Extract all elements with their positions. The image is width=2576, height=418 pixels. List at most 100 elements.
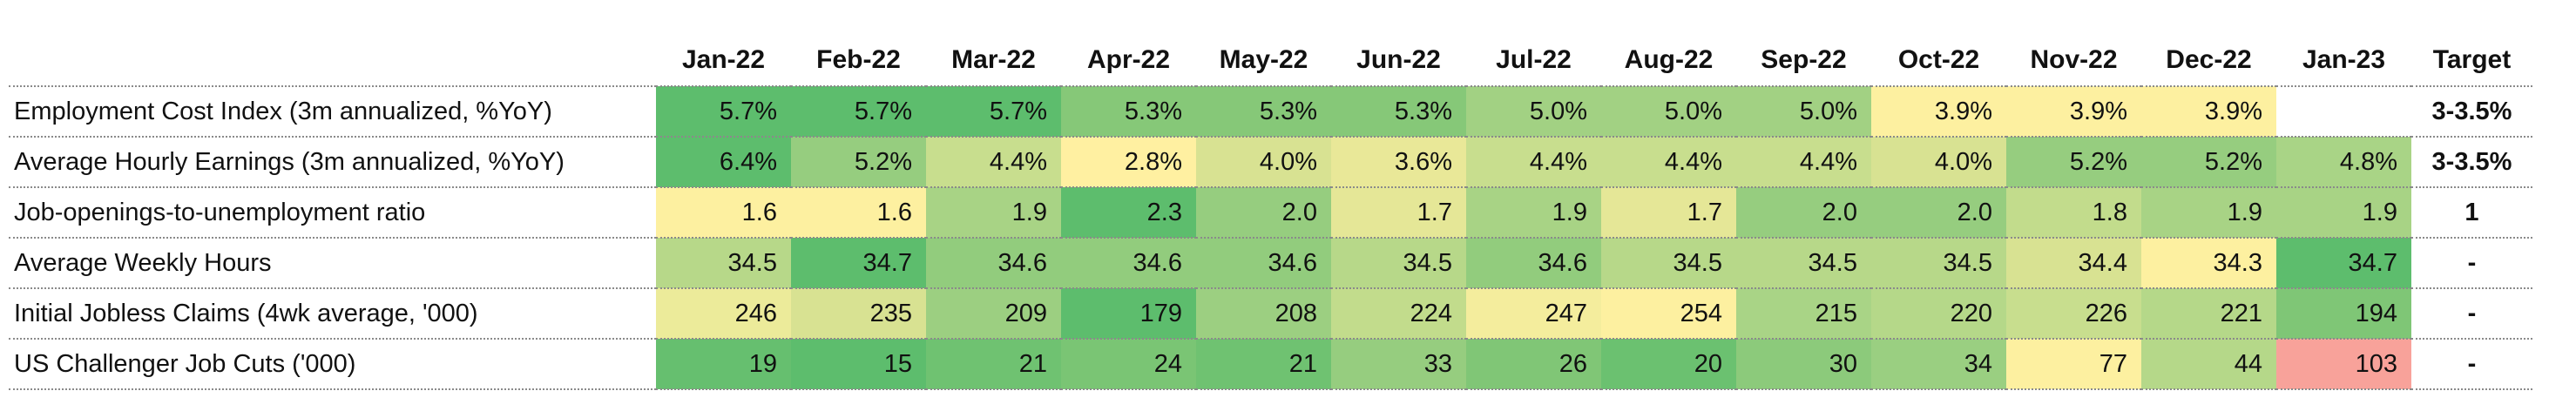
- month-column-header: Jul-22: [1496, 45, 1572, 74]
- heatmap-cell: 24: [1061, 338, 1196, 390]
- heatmap-cell: 1.9: [926, 186, 1061, 238]
- heatmap-cell: 34.5: [1871, 237, 2006, 288]
- table-body: Employment Cost Index (3m annualized, %Y…: [9, 85, 2532, 390]
- heatmap-cell: 215: [1736, 287, 1871, 339]
- labor-market-heatmap-table: Jan-22 Feb-22 Mar-22 Apr-22 May-22 Jun-22 Jul-…: [9, 35, 2532, 390]
- heatmap-cell: 2.0: [1736, 186, 1871, 238]
- heatmap-cell: 34.6: [1061, 237, 1196, 288]
- heatmap-cell: 34.3: [2141, 237, 2276, 288]
- indicator-column-header: [9, 35, 656, 86]
- table-row: Employment Cost Index (3m annualized, %Y…: [9, 85, 2532, 137]
- table-header-row: Jan-22 Feb-22 Mar-22 Apr-22 May-22 Jun-22 Jul-…: [9, 35, 2532, 86]
- heatmap-cell: 77: [2006, 338, 2141, 390]
- heatmap-cell: 21: [1196, 338, 1331, 390]
- heatmap-cell: 44: [2141, 338, 2276, 390]
- indicator-label: Initial Jobless Claims (4wk average, '00…: [9, 287, 656, 339]
- target-value: 3-3.5%: [2411, 85, 2532, 137]
- indicator-label: Average Weekly Hours: [9, 237, 656, 288]
- heatmap-cell: 194: [2276, 287, 2411, 339]
- heatmap-cell: 4.4%: [1736, 136, 1871, 187]
- heatmap-cell: [2276, 85, 2411, 137]
- heatmap-cell: 5.3%: [1196, 85, 1331, 137]
- heatmap-cell: 20: [1601, 338, 1736, 390]
- target-column-header: Target: [2432, 45, 2512, 74]
- month-column-header: Aug-22: [1624, 45, 1714, 74]
- heatmap-cell: 5.0%: [1601, 85, 1736, 137]
- heatmap-cell: 34.5: [656, 237, 791, 288]
- heatmap-cell: 224: [1331, 287, 1466, 339]
- heatmap-cell: 5.7%: [926, 85, 1061, 137]
- heatmap-cell: 5.0%: [1736, 85, 1871, 137]
- heatmap-cell: 220: [1871, 287, 2006, 339]
- heatmap-cell: 5.7%: [656, 85, 791, 137]
- heatmap-cell: 34.7: [2276, 237, 2411, 288]
- heatmap-cell: 3.9%: [1871, 85, 2006, 137]
- heatmap-cell: 1.8: [2006, 186, 2141, 238]
- heatmap-cell: 5.2%: [2141, 136, 2276, 187]
- heatmap-cell: 5.7%: [791, 85, 926, 137]
- heatmap-cell: 209: [926, 287, 1061, 339]
- heatmap-cell: 26: [1466, 338, 1601, 390]
- heatmap-cell: 1.6: [791, 186, 926, 238]
- table-row: Average Weekly Hours 34.5 34.7 34.6 34.6 34.6…: [9, 237, 2532, 288]
- heatmap-cell: 2.8%: [1061, 136, 1196, 187]
- heatmap-cell: 34.6: [1196, 237, 1331, 288]
- heatmap-cell: 30: [1736, 338, 1871, 390]
- heatmap-cell: 34.5: [1736, 237, 1871, 288]
- heatmap-cell: 1.6: [656, 186, 791, 238]
- heatmap-cell: 1.9: [2276, 186, 2411, 238]
- heatmap-cell: 247: [1466, 287, 1601, 339]
- month-column-header: Oct-22: [1897, 45, 1980, 74]
- heatmap-cell: 34.4: [2006, 237, 2141, 288]
- heatmap-cell: 254: [1601, 287, 1736, 339]
- heatmap-cell: 34.5: [1601, 237, 1736, 288]
- heatmap-cell: 5.2%: [791, 136, 926, 187]
- heatmap-cell: 34.6: [926, 237, 1061, 288]
- heatmap-cell: 2.0: [1196, 186, 1331, 238]
- heatmap-cell: 1.7: [1601, 186, 1736, 238]
- heatmap-cell: 2.3: [1061, 186, 1196, 238]
- heatmap-cell: 34.6: [1466, 237, 1601, 288]
- heatmap-cell: 5.3%: [1331, 85, 1466, 137]
- heatmap-cell: 1.9: [2141, 186, 2276, 238]
- heatmap-cell: 3.9%: [2006, 85, 2141, 137]
- heatmap-cell: 34.7: [791, 237, 926, 288]
- month-column-header: Jan-22: [681, 45, 766, 74]
- heatmap-cell: 34: [1871, 338, 2006, 390]
- table-row: Job-openings-to-unemployment ratio 1.6 1.6…: [9, 186, 2532, 238]
- heatmap-cell: 246: [656, 287, 791, 339]
- heatmap-cell: 34.5: [1331, 237, 1466, 288]
- month-column-header: Feb-22: [816, 45, 901, 74]
- target-value: -: [2411, 237, 2532, 288]
- heatmap-cell: 5.3%: [1061, 85, 1196, 137]
- heatmap-cell: 235: [791, 287, 926, 339]
- heatmap-cell: 1.9: [1466, 186, 1601, 238]
- heatmap-cell: 2.0: [1871, 186, 2006, 238]
- month-column-header: May-22: [1219, 45, 1308, 74]
- indicator-label: Employment Cost Index (3m annualized, %Y…: [9, 85, 656, 137]
- indicator-label: Average Hourly Earnings (3m annualized, …: [9, 136, 656, 187]
- target-value: -: [2411, 338, 2532, 390]
- month-column-header: Apr-22: [1086, 45, 1171, 74]
- heatmap-cell: 208: [1196, 287, 1331, 339]
- indicator-label: Job-openings-to-unemployment ratio: [9, 186, 656, 238]
- heatmap-cell: 221: [2141, 287, 2276, 339]
- table-row: Initial Jobless Claims (4wk average, '00…: [9, 287, 2532, 339]
- month-column-header: Jun-22: [1356, 45, 1441, 74]
- target-value: 3-3.5%: [2411, 136, 2532, 187]
- heatmap-cell: 179: [1061, 287, 1196, 339]
- table-row: Average Hourly Earnings (3m annualized, …: [9, 136, 2532, 187]
- month-column-header: Jan-23: [2302, 45, 2386, 74]
- heatmap-cell: 4.8%: [2276, 136, 2411, 187]
- target-value: -: [2411, 287, 2532, 339]
- heatmap-cell: 19: [656, 338, 791, 390]
- heatmap-cell: 4.4%: [1466, 136, 1601, 187]
- indicator-label: US Challenger Job Cuts ('000): [9, 338, 656, 390]
- heatmap-cell: 4.0%: [1196, 136, 1331, 187]
- heatmap-cell: 5.2%: [2006, 136, 2141, 187]
- heatmap-cell: 3.9%: [2141, 85, 2276, 137]
- heatmap-cell: 4.0%: [1871, 136, 2006, 187]
- month-column-header: Nov-22: [2030, 45, 2118, 74]
- heatmap-cell: 4.4%: [1601, 136, 1736, 187]
- heatmap-cell: 1.7: [1331, 186, 1466, 238]
